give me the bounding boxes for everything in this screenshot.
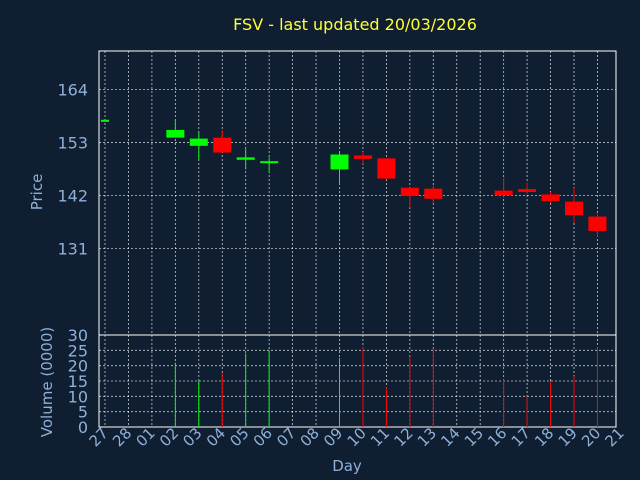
candle-body — [330, 154, 349, 170]
candle-body — [494, 190, 513, 196]
price-plot-frame — [98, 50, 617, 336]
price-tick-label: 131 — [57, 239, 88, 258]
candle — [101, 119, 109, 122]
x-axis-label: Day — [332, 457, 362, 475]
candle — [588, 213, 607, 237]
x-tick-label: 13 — [414, 424, 440, 450]
x-tick-label: 27 — [86, 424, 112, 450]
candle — [353, 152, 372, 164]
x-tick-label: 05 — [226, 424, 252, 450]
candle-body — [588, 216, 607, 232]
candle — [400, 187, 419, 208]
candle-body — [400, 187, 419, 196]
x-tick-label: 14 — [437, 424, 463, 450]
volume-tick-label: 30 — [68, 326, 88, 345]
x-tick-label: 21 — [601, 424, 627, 450]
candle-body — [189, 138, 208, 146]
x-tick-label: 28 — [109, 424, 135, 450]
x-axis-ticks: 2728010203040506070809101112131415161718… — [86, 424, 628, 450]
candle-body — [565, 201, 583, 216]
x-tick-label: 08 — [297, 424, 323, 450]
x-tick-label: 09 — [320, 424, 346, 450]
candle-body — [541, 194, 560, 202]
candle — [166, 120, 185, 138]
candle — [260, 157, 279, 174]
candle — [565, 187, 583, 223]
x-tick-label: 01 — [132, 424, 158, 450]
volume-plot-frame — [98, 334, 617, 428]
x-tick-label: 04 — [203, 424, 229, 450]
price-tick-label: 142 — [57, 186, 88, 205]
candle — [494, 178, 513, 198]
x-tick-label: 16 — [484, 424, 510, 450]
volume-tick-label: 0 — [78, 418, 88, 437]
x-tick-label: 12 — [390, 424, 416, 450]
volume-tick-label: 15 — [68, 372, 88, 391]
candle — [424, 185, 443, 204]
x-tick-label: 19 — [555, 424, 581, 450]
candle-body — [166, 129, 185, 138]
candle-body — [353, 155, 372, 159]
candle-body — [518, 189, 537, 193]
candle — [518, 182, 537, 194]
chart-title: FSV - last updated 20/03/2026 — [233, 15, 477, 34]
candle — [541, 192, 560, 204]
volume-tick-label: 10 — [68, 387, 88, 406]
price-tick-label: 164 — [57, 81, 88, 100]
volume-tick-label: 25 — [68, 341, 88, 360]
candle — [189, 132, 208, 160]
x-tick-label: 18 — [531, 424, 557, 450]
candle-body — [260, 161, 279, 164]
candle-body — [424, 188, 443, 199]
x-tick-label: 10 — [344, 424, 370, 450]
candle — [330, 153, 349, 184]
candle-body — [377, 158, 396, 179]
candle-body — [236, 157, 255, 160]
x-tick-label: 17 — [508, 424, 534, 450]
price-axis-label: Price — [28, 174, 46, 211]
x-tick-label: 07 — [273, 424, 299, 450]
candle-body — [213, 137, 232, 153]
x-tick-label: 15 — [461, 424, 487, 450]
volume-tick-label: 20 — [68, 357, 88, 376]
x-tick-label: 20 — [578, 424, 604, 450]
x-tick-label: 06 — [250, 424, 276, 450]
candle-body — [101, 119, 109, 122]
volume-axis-label: Volume (0000) — [38, 327, 56, 437]
x-tick-label: 11 — [367, 424, 393, 450]
volume-tick-label: 5 — [78, 403, 88, 422]
x-tick-label: 02 — [156, 424, 182, 450]
candle — [377, 158, 396, 180]
price-tick-label: 153 — [57, 133, 88, 152]
candle — [236, 149, 255, 170]
candle — [213, 130, 232, 153]
price-panel: 131 142 153 164 Price — [28, 50, 617, 336]
x-tick-label: 03 — [179, 424, 205, 450]
